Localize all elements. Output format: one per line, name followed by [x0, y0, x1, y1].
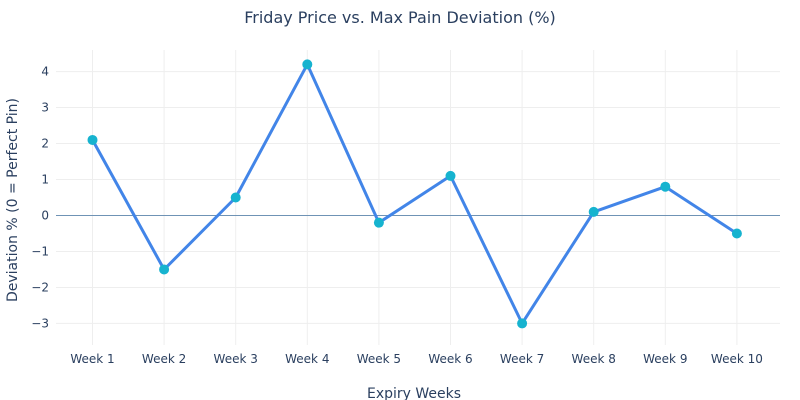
y-tick-label: −2 — [31, 280, 49, 294]
chart-title: Friday Price vs. Max Pain Deviation (%) — [244, 8, 556, 27]
x-tick-label: Week 3 — [214, 352, 258, 366]
data-point — [87, 134, 98, 145]
data-point — [230, 192, 241, 203]
data-point — [731, 228, 742, 239]
data-point — [373, 217, 384, 228]
y-tick-label: 3 — [41, 101, 49, 115]
x-tick-label: Week 1 — [70, 352, 114, 366]
x-tick-label: Week 7 — [500, 352, 544, 366]
x-tick-labels: Week 1 Week 2 Week 3 Week 4 Week 5 Week 6 Week… — [70, 352, 763, 366]
x-tick-label: Week 10 — [711, 352, 763, 366]
x-tick-label: Week 9 — [643, 352, 687, 366]
y-tick-label: 1 — [41, 173, 49, 187]
data-point — [445, 170, 456, 181]
data-point — [660, 181, 671, 192]
y-axis-title: Deviation % (0 = Perfect Pin) — [5, 98, 21, 302]
data-point — [588, 206, 599, 217]
x-axis-title: Expiry Weeks — [367, 386, 461, 400]
data-point — [159, 264, 170, 275]
y-tick-label: 0 — [41, 208, 49, 222]
x-tick-label: Week 5 — [357, 352, 401, 366]
data-point — [517, 318, 528, 329]
x-tick-label: Week 8 — [572, 352, 616, 366]
data-point — [302, 59, 313, 70]
y-tick-label: −3 — [31, 316, 49, 330]
grid-lines — [56, 50, 780, 345]
y-tick-label: −1 — [31, 244, 49, 258]
series-line — [91, 62, 739, 325]
x-tick-label: Week 6 — [428, 352, 472, 366]
y-tick-labels: 4 3 2 1 0 −1 −2 −3 — [31, 65, 49, 331]
x-tick-label: Week 2 — [142, 352, 186, 366]
y-tick-label: 4 — [41, 65, 49, 79]
y-tick-label: 2 — [41, 137, 49, 151]
x-tick-label: Week 4 — [285, 352, 329, 366]
series-markers — [87, 59, 742, 329]
